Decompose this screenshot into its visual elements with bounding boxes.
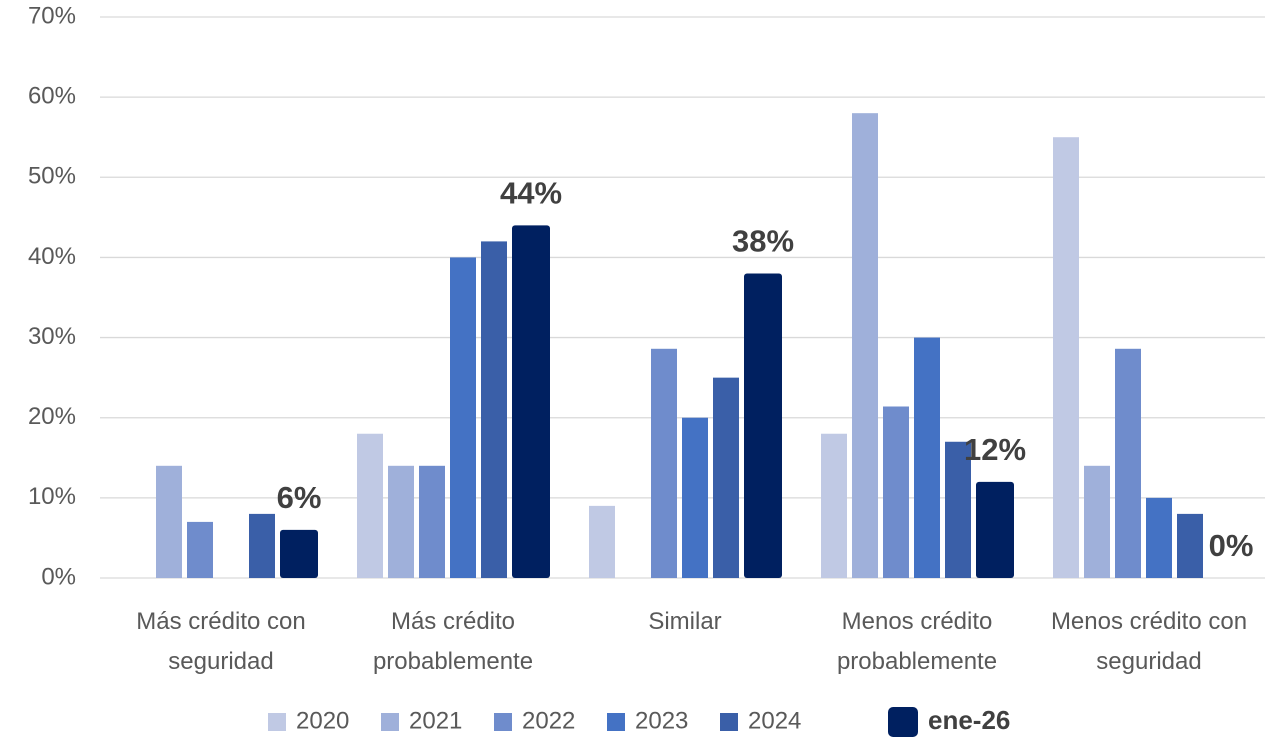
bar	[512, 225, 550, 578]
data-label: 0%	[1209, 528, 1254, 563]
data-label: 12%	[964, 432, 1026, 467]
y-tick-label: 40%	[28, 243, 76, 270]
legend-label: 2021	[409, 707, 462, 734]
legend-label: 2023	[635, 707, 688, 734]
data-label: 6%	[277, 480, 322, 515]
bar	[280, 529, 318, 578]
x-tick-label: Similar	[648, 608, 722, 635]
y-tick-label: 0%	[41, 563, 76, 590]
bar	[1115, 348, 1141, 578]
x-tick-label: Menos crédito probablemente	[836, 608, 998, 675]
legend-swatch	[888, 707, 918, 737]
legend-swatch	[268, 713, 286, 731]
bar	[682, 417, 708, 578]
bar	[651, 348, 677, 578]
x-tick-label: Menos crédito con seguridad	[1050, 608, 1248, 675]
legend-label: 2024	[748, 707, 801, 734]
bar	[914, 337, 940, 578]
legend-label: 2020	[296, 707, 349, 734]
y-tick-label: 20%	[28, 403, 76, 430]
bar	[744, 273, 782, 578]
bar	[357, 433, 383, 578]
bar	[821, 433, 847, 578]
bar	[249, 513, 275, 578]
legend-swatch	[607, 713, 625, 731]
bar	[1053, 137, 1079, 578]
legend-swatch	[381, 713, 399, 731]
bar	[187, 521, 213, 578]
bar	[883, 406, 909, 578]
bar	[976, 481, 1014, 578]
bar	[713, 377, 739, 578]
bar	[852, 113, 878, 579]
x-tick-label: Más crédito probablemente	[372, 608, 534, 675]
bar	[156, 465, 182, 578]
y-tick-label: 30%	[28, 323, 76, 350]
bar	[450, 257, 476, 578]
legend-swatch	[720, 713, 738, 731]
legend-label: ene-26	[928, 705, 1010, 735]
x-tick-label: Más crédito con seguridad	[136, 608, 306, 675]
bar	[1084, 465, 1110, 578]
data-label: 38%	[732, 224, 794, 259]
y-tick-label: 10%	[28, 483, 76, 510]
y-tick-label: 60%	[28, 82, 76, 109]
bar	[945, 441, 971, 578]
bar	[388, 465, 414, 578]
y-tick-label: 70%	[28, 2, 76, 29]
legend-label: 2022	[522, 707, 575, 734]
bar	[481, 241, 507, 578]
y-tick-label: 50%	[28, 163, 76, 190]
bar	[1177, 513, 1203, 578]
bar	[589, 505, 615, 578]
bar	[419, 465, 445, 578]
legend-swatch	[494, 713, 512, 731]
bar	[1146, 497, 1172, 578]
data-label: 44%	[500, 176, 562, 211]
